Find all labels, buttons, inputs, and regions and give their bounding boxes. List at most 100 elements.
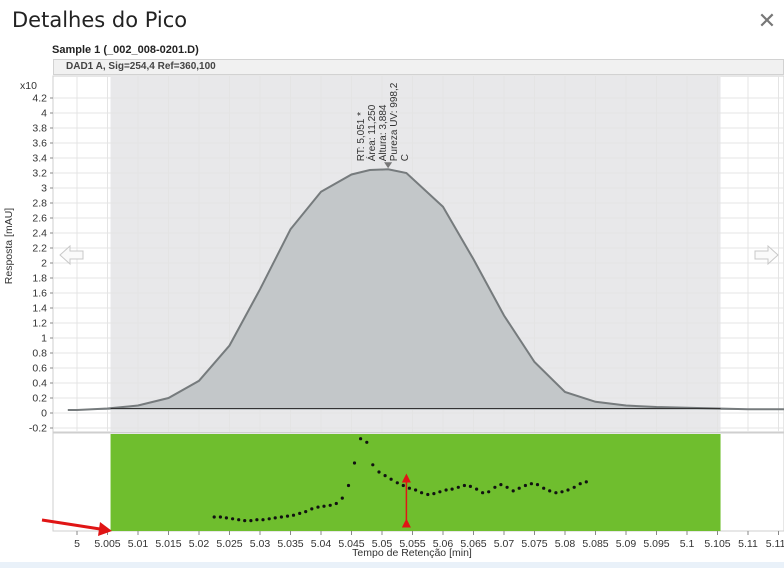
purity-point [493, 485, 497, 489]
purity-point [371, 463, 375, 467]
purity-point [542, 486, 546, 490]
y-tick-label: 1 [41, 333, 47, 345]
x-tick-label: 5.015 [155, 538, 181, 550]
peak-annotation-line: Altura: 3,884 [378, 104, 389, 161]
window-start-arrowhead [98, 522, 112, 536]
peak-annotation-line: RT: 5,051 * [356, 112, 367, 161]
purity-point [487, 490, 491, 494]
y-tick-label: 3 [41, 183, 47, 195]
purity-point [554, 491, 558, 495]
purity-point [481, 491, 485, 495]
x-tick-label: 5.06 [433, 538, 454, 550]
y-tick-label: 2.6 [32, 213, 47, 225]
y-tick-label: 3.6 [32, 138, 47, 150]
purity-point [340, 496, 344, 500]
x-tick-label: 5.065 [460, 538, 486, 550]
y-tick-label: 0.4 [32, 378, 47, 390]
purity-band [110, 434, 721, 531]
y-tick-label: 2.8 [32, 198, 47, 210]
purity-point [218, 515, 222, 519]
close-button[interactable]: ✕ [756, 10, 778, 32]
purity-point [267, 517, 271, 521]
purity-point [285, 514, 290, 518]
purity-point [291, 513, 296, 517]
y-tick-label: 0.8 [32, 348, 47, 360]
peak-annotation-line: Pureza UV: 998,2 [389, 82, 400, 161]
purity-point [438, 490, 442, 494]
y-tick-label: 1.2 [32, 318, 47, 330]
y-tick-label: 4.2 [32, 93, 47, 105]
purity-point [450, 487, 454, 491]
purity-point [517, 486, 521, 490]
y-tick-label: 2 [41, 258, 47, 270]
status-strip [0, 562, 784, 568]
purity-point [426, 492, 430, 497]
purity-point [346, 483, 351, 488]
y-tick-label: 2.2 [32, 243, 47, 255]
x-tick-label: 5.005 [94, 538, 120, 550]
purity-point [237, 518, 241, 522]
purity-point [499, 483, 503, 487]
purity-point [389, 477, 393, 481]
purity-point [529, 482, 534, 486]
peak-annotation-line: Área: 11,250 [365, 104, 378, 161]
purity-point [383, 474, 387, 478]
purity-point [578, 482, 582, 486]
x-tick-label: 5.055 [399, 538, 425, 550]
x-tick-label: 5.01 [128, 538, 149, 550]
purity-point [224, 516, 228, 520]
x-tick-label: 5.03 [250, 538, 271, 550]
purity-point [560, 490, 564, 494]
y-tick-label: 0.6 [32, 363, 47, 375]
purity-point [298, 511, 302, 515]
purity-point [401, 483, 405, 488]
triangle-down-icon [384, 162, 393, 169]
window-start-arrow [41, 518, 101, 531]
purity-point [414, 488, 418, 492]
x-tick-label: 5.08 [555, 538, 576, 550]
x-tick-label: 5.045 [338, 538, 364, 550]
purity-point [511, 489, 515, 493]
purity-point [334, 501, 338, 506]
purity-point [468, 484, 472, 488]
x-tick-label: 5 [74, 538, 80, 550]
x-tick-label: 5.025 [216, 538, 242, 550]
x-tick-label: 5.105 [704, 538, 730, 550]
purity-point [535, 483, 540, 487]
x-tick-label: 5.07 [494, 538, 515, 550]
purity-point [420, 491, 424, 495]
purity-point [456, 485, 460, 489]
y-tick-label: 4 [41, 108, 47, 120]
purity-point [273, 516, 277, 520]
purity-point [359, 437, 363, 441]
arrow-right-icon[interactable] [754, 244, 779, 266]
y-tick-label: 3.2 [32, 168, 47, 180]
x-tick-label: 5.02 [189, 538, 210, 550]
x-tick-label: 5.09 [616, 538, 637, 550]
x-tick-label: 5.1 [680, 538, 695, 550]
purity-point [316, 505, 320, 509]
x-axis-title: Tempo de Retenção [min] [352, 547, 472, 559]
arrow-left-icon[interactable] [59, 244, 84, 266]
x-tick-label: 5.085 [582, 538, 608, 550]
purity-point [475, 487, 479, 491]
y-tick-label: 1.4 [32, 303, 47, 315]
dialog-title: Detalhes do Pico [12, 8, 188, 32]
purity-point [377, 470, 381, 474]
chromatogram-trace [67, 168, 784, 411]
purity-point [255, 518, 259, 522]
purity-point [279, 515, 283, 519]
purity-point [243, 519, 247, 523]
y-tick-label: 0 [41, 408, 47, 420]
purity-point [432, 492, 436, 496]
y-tick-label: 0.2 [32, 393, 47, 405]
purity-point [328, 503, 332, 507]
y-tick-label: -0.2 [29, 423, 47, 435]
x-tick-label: 5.095 [643, 538, 669, 550]
purity-point [572, 485, 576, 489]
y-tick-label: 1.8 [32, 273, 47, 285]
x-tick-label: 5.11 [738, 538, 758, 550]
x-tick-label: 5.04 [311, 538, 332, 550]
y-axis-multiplier: x10 [20, 80, 37, 92]
purity-point [407, 486, 411, 490]
